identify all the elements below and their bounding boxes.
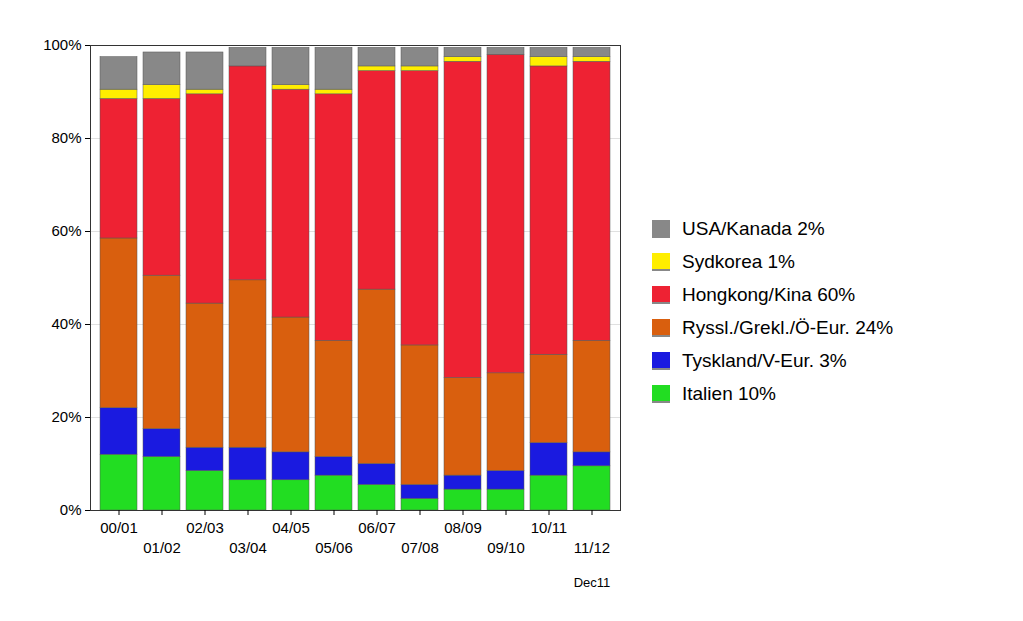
svg-text:80%: 80% xyxy=(51,129,81,146)
svg-text:100%: 100% xyxy=(43,36,81,53)
svg-text:20%: 20% xyxy=(51,408,81,425)
html-text:Italien 10%: Italien 10% xyxy=(682,382,776,404)
svg-text:06/07: 06/07 xyxy=(358,519,396,536)
svg-text:07/08: 07/08 xyxy=(401,539,439,556)
svg-text:04/05: 04/05 xyxy=(272,519,310,536)
svg-text:40%: 40% xyxy=(51,315,81,332)
html-text:Sydkorea 1%: Sydkorea 1% xyxy=(682,250,795,272)
svg-text:0%: 0% xyxy=(60,501,82,518)
svg-text:10/11: 10/11 xyxy=(531,519,567,536)
svg-text:Dec11: Dec11 xyxy=(574,575,611,590)
svg-text:05/06: 05/06 xyxy=(315,539,353,556)
svg-text:60%: 60% xyxy=(51,222,81,239)
svg-text:08/09: 08/09 xyxy=(444,519,482,536)
html-text:Hongkong/Kina 60%: Hongkong/Kina 60% xyxy=(682,283,856,305)
html-text:Tyskland/V-Eur. 3%: Tyskland/V-Eur. 3% xyxy=(682,349,847,371)
svg-text:09/10: 09/10 xyxy=(487,539,525,556)
svg-text:02/03: 02/03 xyxy=(186,519,224,536)
svg-text:03/04: 03/04 xyxy=(229,539,267,556)
svg-text:00/01: 00/01 xyxy=(100,519,138,536)
html-text:USA/Kanada 2%: USA/Kanada 2% xyxy=(682,217,825,239)
html-text:Ryssl./Grekl./Ö-Eur. 24%: Ryssl./Grekl./Ö-Eur. 24% xyxy=(682,316,894,338)
svg-text:11/12: 11/12 xyxy=(574,539,610,556)
svg-text:01/02: 01/02 xyxy=(143,539,181,556)
